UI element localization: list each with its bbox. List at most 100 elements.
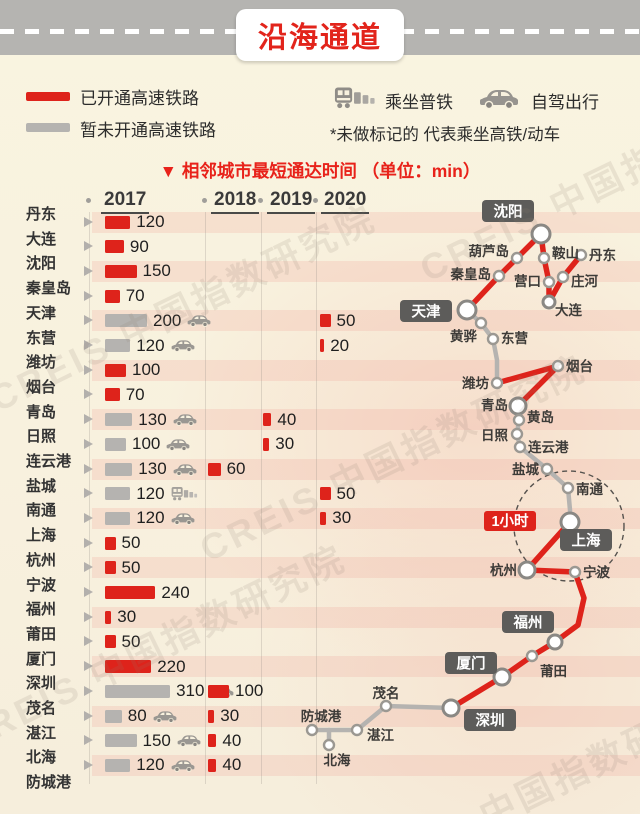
map-city-box-label-shanghai: 上海 bbox=[572, 532, 601, 550]
car-icon bbox=[479, 86, 519, 116]
map-edge-opened bbox=[464, 231, 544, 313]
segment-value-2017: 220 bbox=[157, 656, 186, 676]
map-city-label-zhanjiang: 湛江 bbox=[367, 727, 394, 743]
segment-row: 90 bbox=[105, 236, 149, 258]
map-node-hangzhou bbox=[517, 560, 537, 580]
map-city-label-lianyungang: 连云港 bbox=[528, 439, 569, 455]
segment-row-upgrade: 30 bbox=[263, 433, 294, 455]
segment-bar-upgrade bbox=[320, 314, 331, 328]
segment-row: 70 bbox=[105, 285, 145, 307]
segment-value-upgrade: 100 bbox=[235, 681, 264, 701]
map-city-label-weifang: 潍坊 bbox=[462, 375, 489, 391]
column-guide bbox=[261, 212, 262, 784]
segment-bar-upgrade bbox=[320, 339, 325, 352]
segment-value-upgrade: 20 bbox=[330, 335, 350, 355]
map-city-label-huangdao: 黄岛 bbox=[527, 409, 554, 425]
row-marker-triangle bbox=[84, 389, 93, 400]
segment-value-upgrade: 30 bbox=[220, 706, 240, 725]
map-node-yantai bbox=[551, 359, 565, 373]
segment-value-2017: 70 bbox=[125, 384, 145, 404]
map-node-beihai bbox=[322, 738, 336, 752]
segment-value-2017: 100 bbox=[132, 434, 161, 454]
car-icon bbox=[171, 338, 195, 353]
segment-bar-2017 bbox=[105, 314, 147, 328]
city-label: 莆田 bbox=[26, 625, 57, 643]
year-header-dot bbox=[313, 198, 318, 203]
segment-row: 130 bbox=[105, 458, 197, 480]
car-icon bbox=[171, 758, 195, 773]
map-node-lianyungang bbox=[513, 440, 527, 454]
segment-value-2017: 80 bbox=[127, 706, 147, 725]
pending-hsr-label: 暂未开通高速铁路 bbox=[80, 121, 216, 140]
segment-row: 120 bbox=[105, 754, 195, 776]
segment-value-2017: 150 bbox=[142, 261, 171, 281]
city-label: 烟台 bbox=[26, 378, 57, 396]
map-city-label-fangchenggang: 防城港 bbox=[301, 708, 342, 724]
city-label: 东营 bbox=[26, 329, 57, 347]
map-node-rizhao bbox=[510, 427, 524, 441]
city-label: 大连 bbox=[26, 230, 57, 248]
map-city-label-putian: 莆田 bbox=[540, 663, 567, 679]
map-node-xiamen bbox=[492, 667, 512, 687]
row-marker-triangle bbox=[84, 611, 93, 622]
segment-bar-2017 bbox=[105, 660, 152, 674]
segment-bar-2017 bbox=[105, 709, 122, 723]
segment-bar-2017 bbox=[105, 610, 112, 624]
row-marker-triangle bbox=[84, 241, 93, 252]
map-city-label-beihai: 北海 bbox=[324, 752, 351, 768]
year-header-dot bbox=[258, 198, 263, 203]
year-header-dot bbox=[202, 198, 207, 203]
city-label: 防城港 bbox=[26, 774, 72, 792]
map-node-shenzhen bbox=[441, 698, 461, 718]
row-marker-triangle bbox=[84, 537, 93, 548]
map-city-box-fuzhou bbox=[502, 611, 554, 633]
segment-bar-upgrade bbox=[208, 462, 221, 476]
car-icon bbox=[187, 313, 211, 328]
map-node-shenyang bbox=[530, 223, 552, 245]
map-city-label-nantong: 南通 bbox=[576, 481, 604, 497]
segment-row: 150 bbox=[105, 730, 201, 752]
city-label: 丹东 bbox=[26, 206, 57, 223]
city-label: 厦门 bbox=[26, 650, 57, 668]
map-city-label-zhuanghe: 庄河 bbox=[571, 273, 599, 289]
segment-row: 130 bbox=[105, 409, 197, 431]
map-node-fuzhou bbox=[546, 633, 564, 651]
map-node-nantong bbox=[561, 481, 575, 495]
segment-bar-2017 bbox=[105, 363, 126, 377]
segment-row: 220 bbox=[105, 656, 186, 678]
year-header-2018: 2018 bbox=[211, 189, 260, 214]
row-stripe bbox=[92, 754, 640, 776]
row-marker-triangle bbox=[84, 438, 93, 449]
segment-bar-2017 bbox=[105, 684, 171, 698]
segment-bar-2017 bbox=[105, 487, 131, 501]
map-city-box-tianjin bbox=[400, 300, 452, 322]
segment-value-upgrade: 60 bbox=[226, 459, 246, 478]
map-node-huludao bbox=[510, 251, 524, 265]
segment-value-2017: 200 bbox=[153, 310, 182, 330]
segment-value-2017: 50 bbox=[121, 557, 141, 577]
segment-row: 100 bbox=[105, 359, 160, 381]
map-node-qinhuangdao bbox=[492, 269, 506, 283]
city-label: 湛江 bbox=[26, 724, 57, 742]
segment-row: 50 bbox=[105, 532, 140, 554]
segment-bar-upgrade bbox=[320, 511, 327, 525]
city-label: 福州 bbox=[26, 601, 57, 619]
map-city-box-shenyang bbox=[482, 200, 534, 222]
map-node-zhuanghe bbox=[556, 270, 570, 284]
segment-value-2017: 130 bbox=[138, 409, 167, 429]
segment-bar-2017 bbox=[105, 586, 156, 599]
segment-bar-upgrade bbox=[208, 709, 215, 723]
segment-value-2017: 120 bbox=[136, 508, 165, 528]
car-icon bbox=[153, 709, 177, 724]
segment-value-2017: 30 bbox=[117, 607, 137, 627]
segment-value-upgrade: 40 bbox=[277, 409, 297, 429]
segment-row: 80 bbox=[105, 705, 177, 727]
segment-value-2017: 120 bbox=[136, 483, 165, 503]
segment-bar-upgrade bbox=[320, 487, 331, 501]
car-icon bbox=[166, 437, 190, 452]
segment-value-2017: 120 bbox=[136, 755, 165, 775]
map-node-putian bbox=[525, 649, 539, 663]
row-marker-triangle bbox=[84, 463, 93, 474]
city-label: 杭州 bbox=[26, 551, 57, 569]
segment-bar-2017 bbox=[105, 758, 131, 772]
